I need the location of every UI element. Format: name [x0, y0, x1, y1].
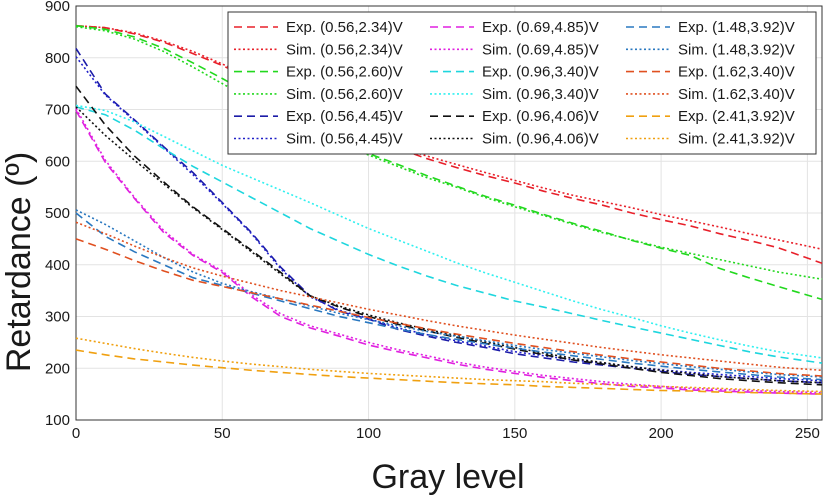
legend-label: Sim. (2.41,3.92)V [678, 131, 795, 148]
series-line-5 [75, 47, 823, 384]
x-tick-label: 200 [649, 425, 674, 442]
series-line-16 [75, 221, 823, 372]
legend-label: Sim. (1.62,3.40)V [678, 86, 795, 103]
legend-label: Exp. (0.96,4.06)V [482, 108, 599, 125]
series-line-3 [75, 24, 823, 301]
series-line-13 [75, 212, 823, 381]
legend: Exp. (0.56,2.34)V Sim. (0.56,2.34)V Exp. (… [227, 11, 817, 155]
legend-label: Exp. (1.62,3.40)V [678, 64, 795, 81]
x-tick-label: 150 [502, 425, 527, 442]
y-tick-label: 900 [45, 0, 70, 15]
legend-label: Sim. (0.96,3.40)V [482, 86, 599, 103]
legend-label: Exp. (0.56,2.60)V [286, 64, 403, 81]
legend-label: Exp. (0.96,3.40)V [482, 64, 599, 81]
series-group [75, 24, 823, 395]
x-tick-label: 100 [356, 425, 381, 442]
y-tick-label: 200 [45, 360, 70, 377]
x-tick-label: 0 [72, 425, 80, 442]
y-tick-label: 500 [45, 205, 70, 222]
y-tick-label: 300 [45, 309, 70, 326]
series-line-15 [75, 238, 823, 377]
series-line-8 [75, 108, 823, 394]
y-tick-label: 800 [45, 50, 70, 67]
legend-box [227, 11, 817, 155]
series-line-4 [75, 25, 823, 280]
series-line-9 [75, 106, 823, 364]
legend-label: Sim. (0.96,4.06)V [482, 131, 599, 148]
series-line-12 [75, 106, 823, 384]
legend-items: Exp. (0.56,2.34)V Sim. (0.56,2.34)V Exp. (… [234, 19, 795, 148]
legend-label: Sim. (1.48,3.92)V [678, 41, 795, 58]
legend-label: Exp. (1.48,3.92)V [678, 19, 795, 36]
legend-label: Sim. (0.56,2.60)V [286, 86, 403, 103]
legend-label: Sim. (0.56,4.45)V [286, 131, 403, 148]
y-tick-label: 100 [45, 412, 70, 429]
legend-label: Exp. (2.41,3.92)V [678, 108, 795, 125]
y-tick-label: 700 [45, 102, 70, 119]
y-tick-label: 400 [45, 257, 70, 274]
x-tick-label: 250 [795, 425, 820, 442]
y-axis-ticks: 100 200 300 400 500 600 700 800 900 [45, 0, 70, 429]
x-axis-label: Gray level [371, 458, 524, 496]
legend-label: Exp. (0.56,4.45)V [286, 108, 403, 125]
x-axis-ticks: 0 50 100 150 200 250 [72, 425, 820, 442]
series-line-17 [75, 349, 823, 395]
series-line-11 [75, 85, 823, 386]
legend-label: Sim. (0.56,2.34)V [286, 41, 403, 58]
series-line-1 [75, 24, 823, 264]
y-tick-label: 600 [45, 153, 70, 170]
legend-label: Sim. (0.69,4.85)V [482, 41, 599, 58]
series-line-7 [75, 110, 823, 395]
series-line-18 [75, 337, 823, 393]
x-tick-label: 50 [214, 425, 231, 442]
legend-label: Exp. (0.69,4.85)V [482, 19, 599, 36]
series-line-2 [75, 24, 823, 250]
y-axis-label: Retardance (º) [0, 152, 38, 372]
series-line-14 [75, 209, 823, 378]
legend-label: Exp. (0.56,2.34)V [286, 19, 403, 36]
series-line-10 [75, 104, 823, 359]
